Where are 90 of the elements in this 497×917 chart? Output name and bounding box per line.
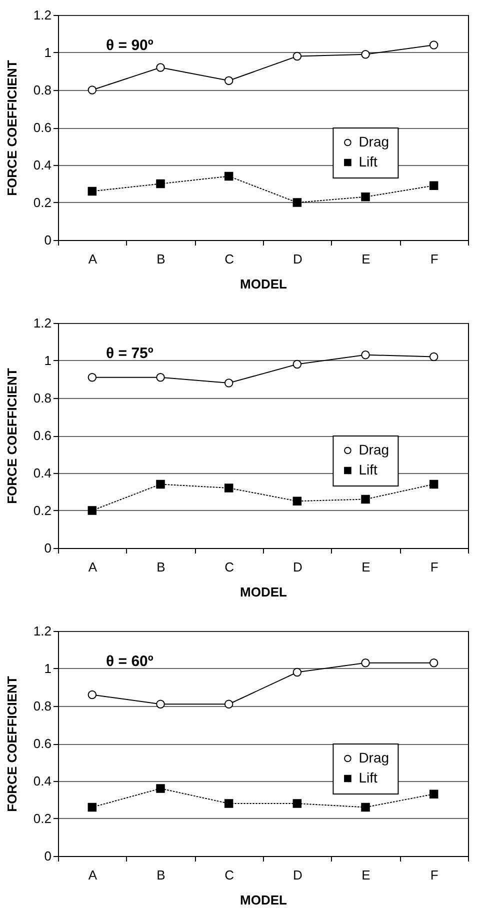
x-tick-label: B bbox=[156, 868, 166, 882]
point bbox=[156, 700, 165, 708]
y-axis-title: FORCE COEFFICIENT bbox=[4, 676, 20, 812]
point bbox=[156, 179, 165, 188]
x-tick-label: D bbox=[292, 560, 302, 574]
point bbox=[429, 480, 438, 489]
y-tick-label: 0.8 bbox=[33, 390, 52, 406]
y-tick-label: 0.6 bbox=[33, 736, 52, 751]
point bbox=[292, 799, 302, 808]
point bbox=[361, 494, 370, 504]
legend-label: Lift bbox=[358, 770, 378, 786]
x-tick-label: F bbox=[430, 560, 438, 574]
point bbox=[292, 496, 302, 506]
point bbox=[361, 658, 370, 668]
x-tick-label: E bbox=[362, 560, 371, 574]
y-tick-label: 1 bbox=[44, 353, 52, 368]
x-tick-label: E bbox=[362, 252, 371, 266]
y-tick-label: 0.2 bbox=[33, 811, 52, 826]
point bbox=[429, 181, 438, 190]
legend-label: Lift bbox=[358, 154, 378, 170]
y-tick-label: 0.2 bbox=[33, 503, 52, 518]
x-axis-title: MODEL bbox=[240, 276, 288, 292]
annotation: θ = 90º bbox=[106, 37, 154, 54]
x-tick-label: F bbox=[430, 252, 438, 266]
point bbox=[292, 198, 302, 207]
legend-label: Drag bbox=[358, 442, 390, 458]
point bbox=[156, 373, 165, 382]
y-tick-label: 0.4 bbox=[33, 466, 52, 480]
point bbox=[224, 378, 234, 388]
point bbox=[292, 52, 302, 61]
point bbox=[156, 63, 165, 72]
point bbox=[429, 40, 438, 50]
point bbox=[224, 484, 234, 492]
point bbox=[292, 360, 302, 369]
point bbox=[224, 172, 234, 181]
point bbox=[88, 86, 97, 94]
y-tick-label: 0.8 bbox=[33, 698, 52, 714]
point bbox=[88, 373, 97, 382]
point bbox=[224, 799, 234, 808]
x-axis-title: MODEL bbox=[240, 584, 288, 600]
point bbox=[88, 802, 97, 812]
point bbox=[224, 76, 234, 85]
x-tick-label: C bbox=[224, 252, 234, 266]
y-tick-label: 0 bbox=[44, 848, 52, 864]
y-tick-label: 0 bbox=[44, 232, 52, 248]
point bbox=[361, 50, 370, 59]
point bbox=[88, 506, 97, 515]
x-tick-label: A bbox=[88, 868, 98, 882]
y-tick-label: 0.2 bbox=[33, 195, 52, 210]
point bbox=[156, 480, 165, 489]
x-tick-label: C bbox=[224, 868, 234, 882]
point bbox=[156, 784, 165, 793]
legend-label: Drag bbox=[358, 134, 390, 150]
annotation: θ = 75º bbox=[106, 345, 154, 362]
y-tick-label: 0.4 bbox=[33, 158, 52, 172]
y-tick-label: 1.2 bbox=[33, 624, 52, 638]
y-tick-label: 0.6 bbox=[33, 120, 52, 135]
x-tick-label: A bbox=[88, 252, 98, 266]
y-tick-label: 0.8 bbox=[33, 82, 52, 98]
point bbox=[429, 790, 438, 798]
x-tick-label: D bbox=[292, 868, 302, 882]
x-tick-label: B bbox=[156, 252, 166, 266]
point bbox=[292, 668, 302, 677]
y-tick-label: 1 bbox=[44, 661, 52, 676]
y-tick-label: 1.2 bbox=[33, 316, 52, 330]
y-tick-label: 1.2 bbox=[33, 8, 52, 22]
x-tick-label: E bbox=[362, 868, 371, 882]
y-tick-label: 1 bbox=[44, 45, 52, 60]
annotation: θ = 60º bbox=[106, 653, 154, 670]
x-axis-title: MODEL bbox=[240, 892, 288, 908]
point bbox=[361, 802, 370, 812]
y-tick-label: 0.6 bbox=[33, 428, 52, 443]
legend-label: Lift bbox=[358, 462, 378, 478]
y-axis-title: FORCE COEFFICIENT bbox=[4, 60, 20, 196]
x-tick-label: C bbox=[224, 560, 234, 574]
x-tick-label: F bbox=[430, 868, 438, 882]
legend-label: Drag bbox=[358, 750, 390, 766]
point bbox=[361, 192, 370, 202]
y-tick-label: 0.4 bbox=[33, 774, 52, 788]
x-tick-label: A bbox=[88, 560, 98, 574]
point bbox=[361, 350, 370, 360]
x-tick-label: B bbox=[156, 560, 166, 574]
point bbox=[88, 186, 97, 196]
point bbox=[429, 352, 438, 362]
point bbox=[429, 658, 438, 668]
x-tick-label: D bbox=[292, 252, 302, 266]
point bbox=[224, 700, 234, 708]
point bbox=[88, 690, 97, 700]
y-axis-title: FORCE COEFFICIENT bbox=[4, 368, 20, 504]
y-tick-label: 0 bbox=[44, 540, 52, 556]
